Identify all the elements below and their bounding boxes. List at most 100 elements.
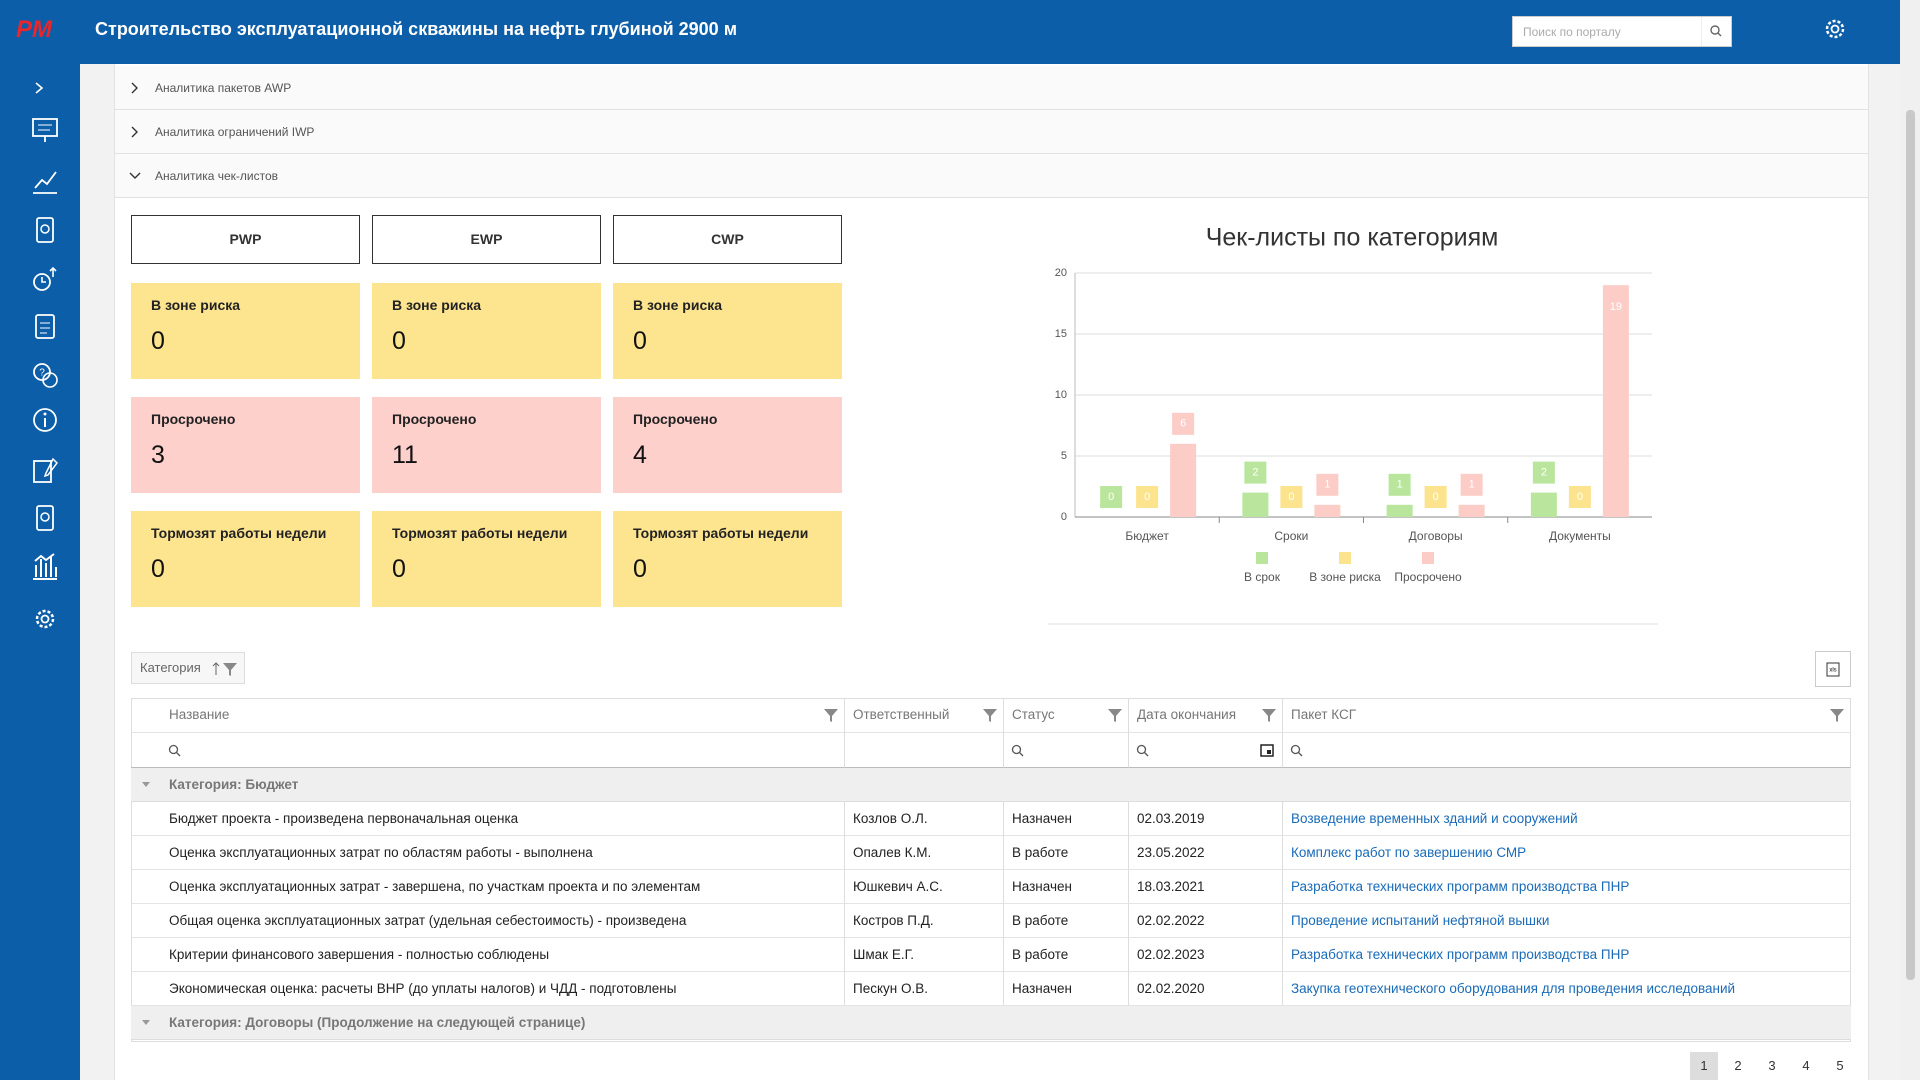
status-tile: Тормозят работы недели 0 (131, 511, 360, 607)
value-label: 19 (1610, 301, 1622, 313)
search-icon (1136, 744, 1149, 757)
legend-label: Просрочено (1394, 570, 1462, 584)
nav-icon[interactable] (30, 503, 60, 533)
tile-label: В зоне риска (392, 297, 482, 313)
column-filter[interactable] (1108, 709, 1122, 722)
settings-icon[interactable] (1822, 16, 1848, 42)
filter-cell[interactable] (1004, 733, 1129, 768)
export-icon[interactable]: xls (1816, 652, 1850, 686)
x-tick-label: Бюджет (1125, 529, 1169, 543)
value-label-box (1280, 486, 1303, 508)
nav-icon[interactable]: ? (30, 360, 60, 390)
table-cell: Экономическая оценка: расчеты ВНР (до уп… (131, 972, 845, 1006)
column-filter[interactable] (1830, 709, 1844, 722)
package-button[interactable]: CWP (613, 215, 842, 264)
legend-swatch (1256, 552, 1268, 564)
value-label-box (1136, 486, 1159, 508)
tile-label: В зоне риска (151, 297, 241, 313)
accordion-chevron[interactable] (129, 82, 141, 94)
group-row[interactable]: Категория: Договоры (Продолжение на след… (131, 1006, 1851, 1040)
collapse-icon[interactable] (141, 781, 151, 789)
ksg-link[interactable]: Разработка технических программ производ… (1283, 938, 1851, 972)
package-button[interactable]: PWP (131, 215, 360, 264)
table-cell: Пескун О.В. (845, 972, 1004, 1006)
tile-value: 0 (633, 327, 647, 355)
logo[interactable]: PM (16, 16, 52, 43)
search-button[interactable] (1701, 17, 1731, 46)
header: PM Строительство эксплуатационной скважи… (0, 0, 1900, 64)
search-box[interactable]: Поиск по порталу (1512, 16, 1732, 47)
page-button[interactable]: 5 (1836, 1058, 1844, 1073)
scrollbar[interactable] (1900, 0, 1920, 1080)
group-chip[interactable]: Категория (131, 652, 245, 684)
ksg-link[interactable]: Разработка технических программ производ… (1283, 870, 1851, 904)
value-label: 0 (1433, 491, 1439, 503)
page-button[interactable]: 4 (1802, 1058, 1810, 1073)
accordion-chevron[interactable] (129, 170, 141, 182)
value-label-box (1244, 461, 1267, 484)
column-filter[interactable] (1262, 709, 1276, 722)
filter-cell[interactable] (1129, 733, 1283, 768)
table-cell: 23.05.2022 (1129, 836, 1283, 870)
tile-label: Тормозят работы недели (151, 525, 327, 541)
value-label-box (1100, 486, 1123, 508)
filter-cell[interactable] (131, 733, 845, 768)
tile-label: Просрочено (151, 411, 236, 427)
nav-icon[interactable] (30, 115, 60, 145)
tile-value: 0 (151, 327, 165, 355)
status-tile: В зоне риска 0 (372, 283, 601, 379)
chip-icons[interactable] (212, 661, 242, 677)
accordion-header[interactable]: Аналитика чек-листов (115, 154, 1868, 198)
scroll-thumb[interactable] (1906, 110, 1915, 980)
accordion-chevron[interactable] (129, 126, 141, 138)
filter-cell[interactable] (845, 733, 1004, 768)
sidebar: ? (0, 64, 80, 1080)
tile-value: 0 (392, 555, 406, 583)
value-label: 0 (1144, 491, 1150, 503)
nav-icon[interactable] (30, 552, 60, 582)
expand-sidebar[interactable] (32, 80, 46, 96)
page-button[interactable]: 3 (1768, 1058, 1776, 1073)
group-row[interactable]: Категория: Бюджет (131, 768, 1851, 802)
tile-label: Просрочено (392, 411, 477, 427)
column-header[interactable]: Статус (1004, 698, 1129, 733)
nav-icon[interactable] (30, 215, 60, 245)
x-tick-label: Документы (1549, 529, 1611, 543)
accordion-header[interactable]: Аналитика ограничений IWP (115, 110, 1868, 154)
ksg-link[interactable]: Возведение временных зданий и сооружений (1283, 802, 1851, 836)
filter-cell[interactable] (1283, 733, 1851, 768)
accordion-header[interactable]: Аналитика пакетов AWP (115, 66, 1868, 110)
column-header[interactable]: Название (131, 698, 845, 733)
column-header[interactable]: Дата окончания (1129, 698, 1283, 733)
table-cell: Общая оценка эксплуатационных затрат (уд… (131, 904, 845, 938)
bar (1602, 285, 1629, 517)
tile-label: Тормозят работы недели (633, 525, 809, 541)
nav-icon[interactable] (30, 311, 60, 341)
column-header[interactable]: Пакет КСГ (1283, 698, 1851, 733)
value-label-box (1316, 473, 1339, 496)
package-button[interactable]: EWP (372, 215, 601, 264)
nav-icon[interactable] (30, 166, 60, 196)
table-cell: В работе (1004, 904, 1129, 938)
bar (1458, 504, 1485, 517)
nav-icon[interactable] (30, 604, 60, 634)
table-cell: Оценка эксплуатационных затрат по област… (131, 836, 845, 870)
table-cell: 18.03.2021 (1129, 870, 1283, 904)
status-tile: Тормозят работы недели 0 (372, 511, 601, 607)
page-button[interactable]: 2 (1734, 1058, 1742, 1073)
nav-icon[interactable] (30, 405, 60, 435)
collapse-icon[interactable] (141, 1019, 151, 1027)
page-button[interactable]: 1 (1690, 1052, 1718, 1080)
column-header[interactable]: Ответственный (845, 698, 1004, 733)
export-button[interactable]: xls (1815, 651, 1851, 687)
legend-swatch (1422, 552, 1434, 564)
nav-icon[interactable] (30, 265, 60, 295)
ksg-link[interactable]: Комплекс работ по завершению СМР (1283, 836, 1851, 870)
ksg-link[interactable]: Закупка геотехнического оборудования для… (1283, 972, 1851, 1006)
column-filter[interactable] (983, 709, 997, 722)
calendar-icon[interactable] (1260, 743, 1274, 757)
ksg-link[interactable]: Проведение испытаний нефтяной вышки (1283, 904, 1851, 938)
table-cell: В работе (1004, 938, 1129, 972)
column-filter[interactable] (824, 709, 838, 722)
nav-icon[interactable] (30, 455, 60, 485)
